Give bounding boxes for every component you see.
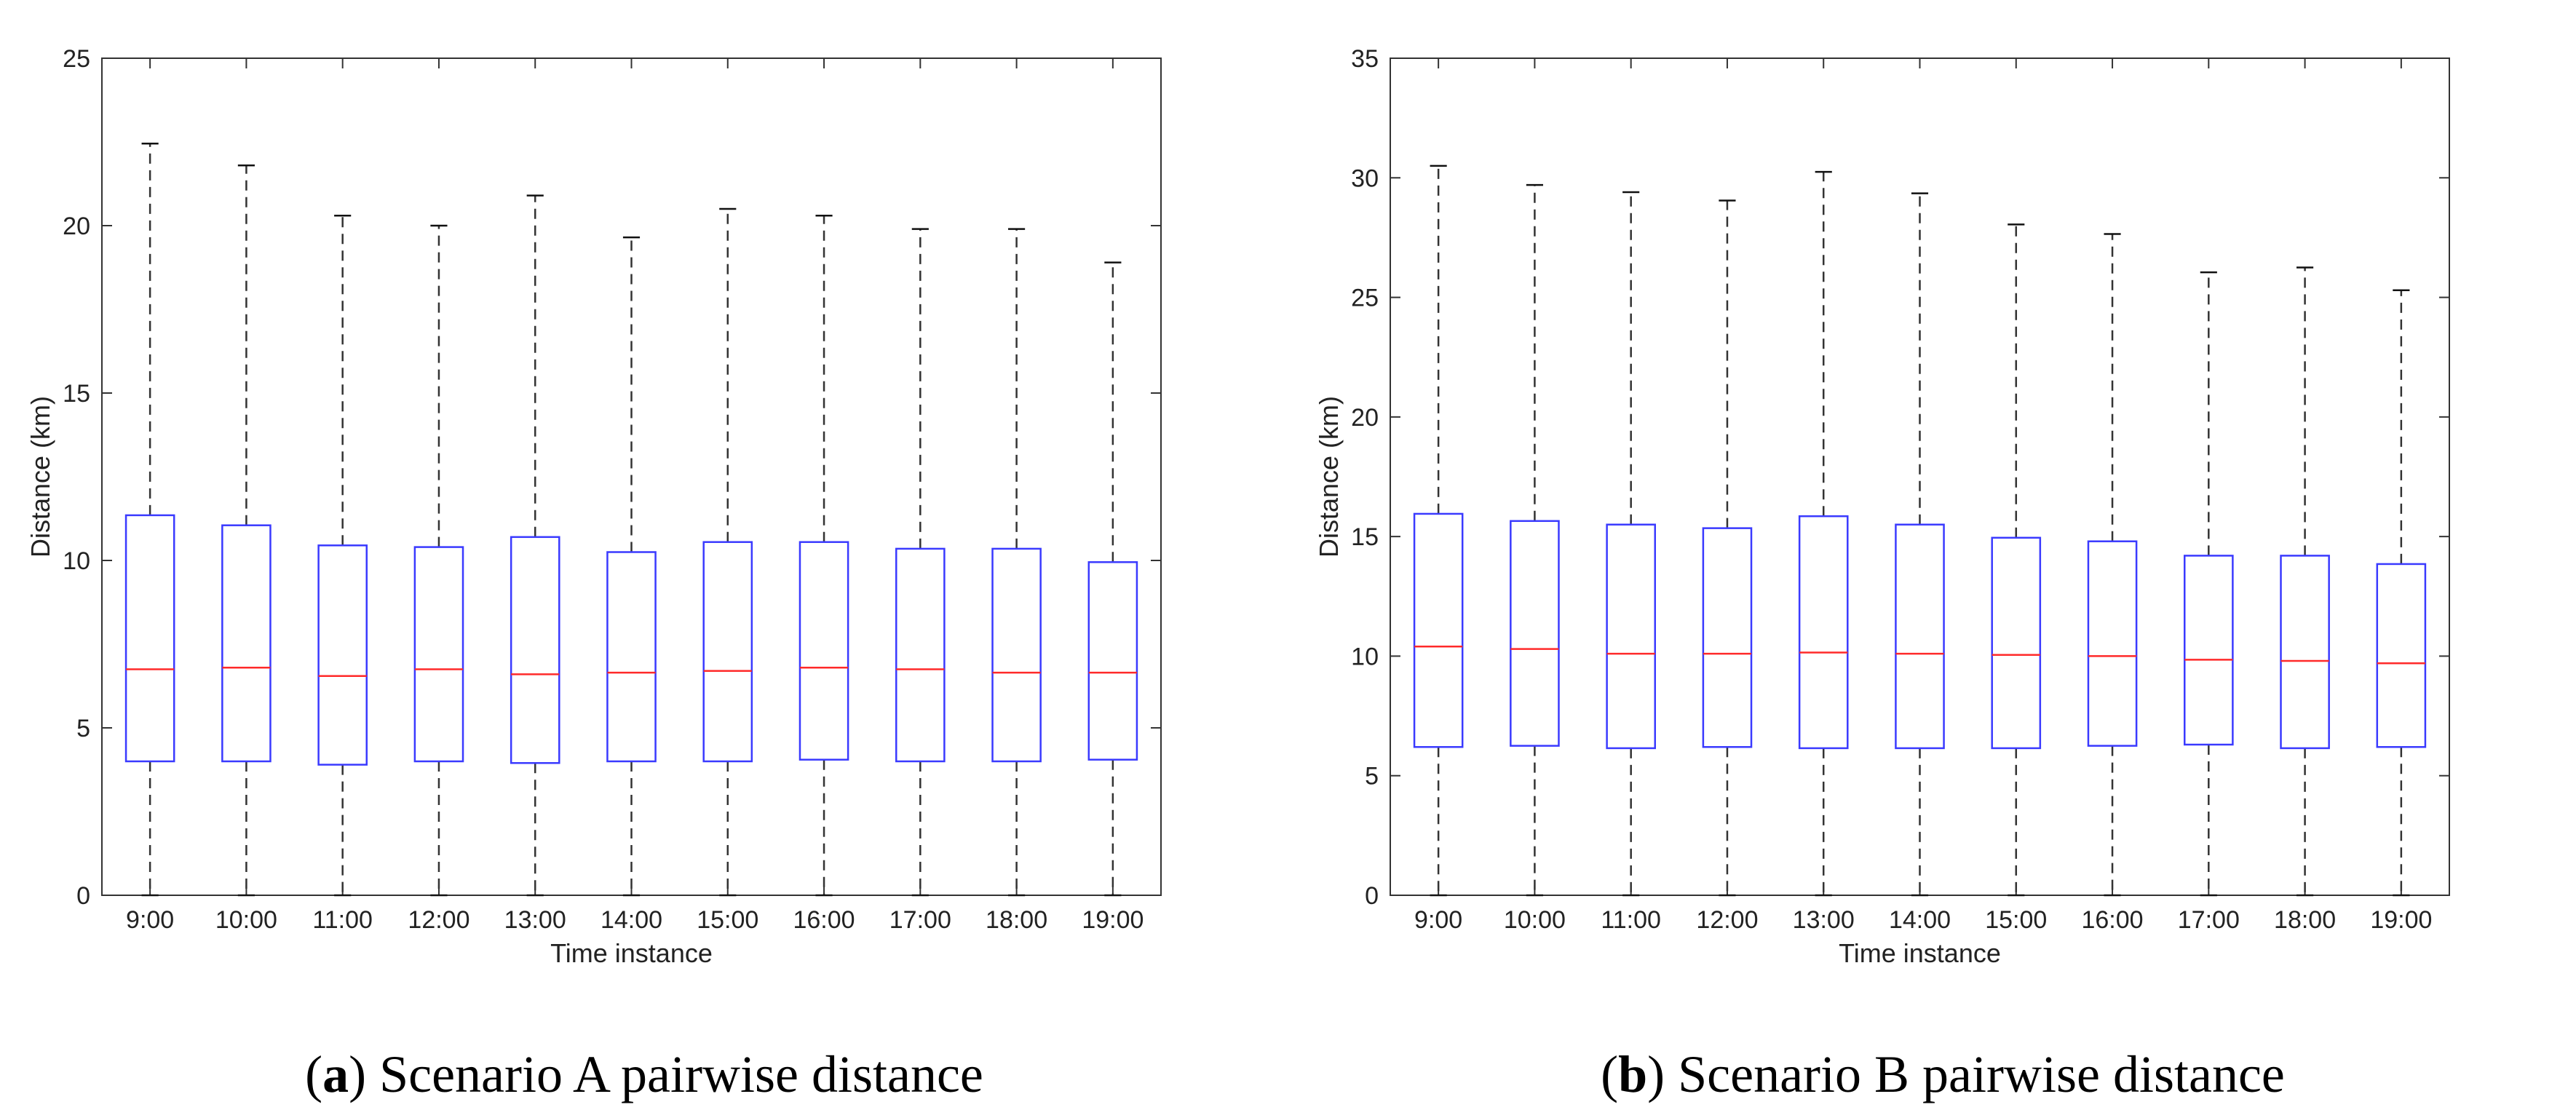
chartb-box-5: [1895, 523, 1945, 750]
chartb-box-10: [2376, 563, 2427, 748]
chartb-xtick-label-4: 13:00: [1793, 906, 1855, 934]
chartb-xtick-label-2: 11:00: [1601, 906, 1661, 934]
charta-xtick-label-3: 12:00: [408, 906, 469, 934]
charta-box-3: [413, 546, 464, 763]
panel-a: 0 5 10 15 20 25 9:00 10:00 11:00 12:00 13:00 14:00 1…: [25, 45, 1162, 1103]
charta-xtick-label-2: 11:00: [312, 906, 373, 934]
chartb-y-axis-label: Distance (km): [1314, 396, 1344, 558]
charta-x-axis-label: Time instance: [550, 938, 713, 968]
chartb-ytick-label-2: 10: [1351, 643, 1379, 670]
caption-b-label: b: [1618, 1045, 1648, 1103]
panel-b: 0 5 10 15 20 25 30 35 9:00 10:00 11:00 12:00 13:00 14…: [1288, 0, 2576, 1118]
chartb-xtick-label-6: 15:00: [1985, 906, 2047, 934]
charta-xtick-label-6: 15:00: [697, 906, 758, 934]
charta-xtick-label-10: 19:00: [1082, 906, 1144, 934]
caption-a: (a) Scenario A pairwise distance: [305, 1045, 983, 1103]
chartb-ytick-label-3: 15: [1351, 523, 1379, 551]
chartb-ytick-label-5: 25: [1351, 285, 1379, 312]
chartb-box-4: [1798, 515, 1849, 750]
charta-xtick-label-8: 17:00: [889, 906, 951, 934]
chartb-box-0: [1413, 512, 1464, 748]
charta-box-4: [510, 536, 560, 764]
charta-box-8: [895, 547, 946, 763]
chartb-box-1: [1510, 520, 1560, 747]
charta-ytick-label-3: 15: [63, 380, 90, 408]
chartb-box-9: [2280, 555, 2330, 750]
charta-box-10: [1087, 561, 1138, 761]
charta-box-6: [702, 541, 753, 763]
charta-box-0: [124, 514, 175, 763]
chartb-box-7: [2087, 540, 2138, 747]
chartb-xtick-label-8: 17:00: [2178, 906, 2240, 934]
chartb-xtick-label-10: 19:00: [2370, 906, 2432, 934]
chartb-ytick-label-6: 30: [1351, 164, 1379, 192]
charta-ytick-label-1: 5: [76, 715, 90, 742]
chartb-x-axis-label: Time instance: [1839, 938, 2001, 968]
charta-ytick-label-5: 25: [63, 45, 90, 73]
charta-ytick-label-0: 0: [76, 882, 90, 910]
chartb-ytick-label-4: 20: [1351, 404, 1379, 432]
caption-b-text: Scenario B pairwise distance: [1678, 1045, 2285, 1103]
caption-a-label: a: [322, 1045, 349, 1103]
boxplot-chart-b: 0 5 10 15 20 25 30 35 9:00 10:00 11:00 12:00 13:00 14…: [1314, 45, 2450, 968]
chartb-xtick-label-3: 12:00: [1696, 906, 1758, 934]
charta-xtick-label-4: 13:00: [504, 906, 566, 934]
charta-y-axis-label: Distance (km): [25, 396, 55, 558]
charta-xtick-label-0: 9:00: [126, 906, 174, 934]
chartb-xtick-label-5: 14:00: [1889, 906, 1951, 934]
charta-ytick-label-2: 10: [63, 547, 90, 575]
chartb-xtick-label-0: 9:00: [1414, 906, 1462, 934]
charta-ytick-label-4: 20: [63, 213, 90, 240]
charta-xtick-label-5: 14:00: [601, 906, 662, 934]
chartb-box-6: [1991, 536, 2042, 750]
chartb-box-8: [2184, 555, 2234, 746]
charta-box-7: [798, 541, 849, 761]
chartb-box-2: [1606, 523, 1657, 750]
chartb-xtick-label-9: 18:00: [2274, 906, 2336, 934]
caption-b: (b) Scenario B pairwise distance: [1601, 1045, 2285, 1103]
charta-box-9: [991, 547, 1042, 763]
chartb-xtick-label-1: 10:00: [1504, 906, 1566, 934]
chartb-box-3: [1702, 527, 1753, 748]
boxplot-chart-a: 0 5 10 15 20 25 9:00 10:00 11:00 12:00 13:00 14:00 1…: [25, 45, 1162, 968]
chartb-xtick-label-7: 16:00: [2081, 906, 2143, 934]
charta-xtick-label-9: 18:00: [986, 906, 1047, 934]
charta-box-1: [221, 524, 272, 763]
charta-box-5: [606, 551, 657, 763]
chartb-ytick-label-1: 5: [1365, 763, 1379, 790]
caption-a-text: Scenario A pairwise distance: [379, 1045, 983, 1103]
charta-box-2: [317, 544, 368, 766]
charta-xtick-label-1: 10:00: [215, 906, 277, 934]
chartb-ytick-label-7: 35: [1351, 45, 1379, 73]
chartb-ytick-label-0: 0: [1365, 882, 1379, 910]
charta-xtick-label-7: 16:00: [793, 906, 855, 934]
